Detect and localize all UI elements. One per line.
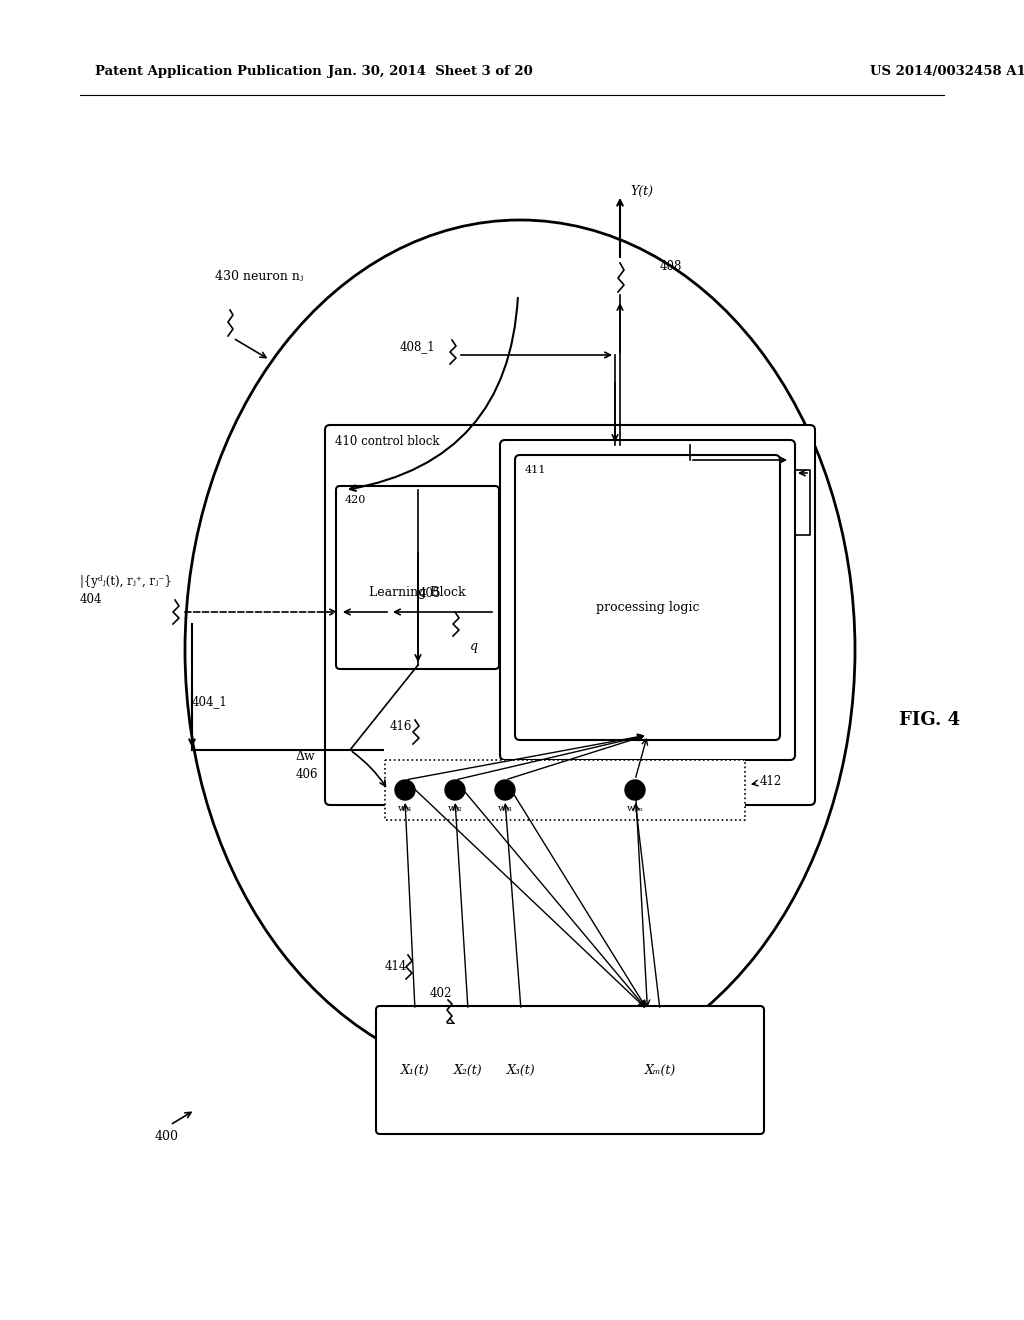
FancyBboxPatch shape xyxy=(325,425,815,805)
Text: 414: 414 xyxy=(385,960,408,973)
Text: q: q xyxy=(470,640,478,653)
Text: Patent Application Publication: Patent Application Publication xyxy=(95,65,322,78)
Text: X₂(t): X₂(t) xyxy=(454,1064,482,1077)
Text: 416: 416 xyxy=(390,719,413,733)
Text: 404: 404 xyxy=(80,593,102,606)
Text: X₃(t): X₃(t) xyxy=(507,1064,536,1077)
Text: 410 control block: 410 control block xyxy=(335,436,439,447)
Text: 406: 406 xyxy=(296,768,318,781)
FancyBboxPatch shape xyxy=(385,760,745,820)
Text: Y(t): Y(t) xyxy=(630,185,653,198)
Text: 404_1: 404_1 xyxy=(193,696,227,708)
Text: Δw: Δw xyxy=(296,750,315,763)
FancyBboxPatch shape xyxy=(500,440,795,760)
Text: Jan. 30, 2014  Sheet 3 of 20: Jan. 30, 2014 Sheet 3 of 20 xyxy=(328,65,532,78)
Circle shape xyxy=(495,780,515,800)
Text: 420: 420 xyxy=(345,495,367,506)
FancyBboxPatch shape xyxy=(515,455,780,741)
Text: US 2014/0032458 A1: US 2014/0032458 A1 xyxy=(870,65,1024,78)
Circle shape xyxy=(445,780,465,800)
Text: wⱼ₃: wⱼ₃ xyxy=(498,804,512,813)
Text: |{yᵈⱼ(t), rⱼ⁺, rⱼ⁻}: |{yᵈⱼ(t), rⱼ⁺, rⱼ⁻} xyxy=(80,576,172,587)
Text: Xₘ(t): Xₘ(t) xyxy=(644,1064,676,1077)
Text: processing logic: processing logic xyxy=(596,601,699,614)
Text: Learning Block: Learning Block xyxy=(370,586,466,599)
Text: 405: 405 xyxy=(419,587,441,601)
Text: 400: 400 xyxy=(155,1130,179,1143)
Text: wⱼ₂: wⱼ₂ xyxy=(447,804,462,813)
Text: 412: 412 xyxy=(760,775,782,788)
Circle shape xyxy=(625,780,645,800)
Circle shape xyxy=(395,780,415,800)
Text: 430 neuron nⱼ: 430 neuron nⱼ xyxy=(215,271,303,282)
FancyBboxPatch shape xyxy=(336,486,499,669)
Text: wⱼₘ: wⱼₘ xyxy=(627,804,643,813)
FancyBboxPatch shape xyxy=(376,1006,764,1134)
Text: FIG. 4: FIG. 4 xyxy=(899,711,961,729)
Text: 411: 411 xyxy=(525,465,547,475)
Text: 408_1: 408_1 xyxy=(400,341,435,352)
Text: X₁(t): X₁(t) xyxy=(400,1064,429,1077)
Text: 402: 402 xyxy=(430,987,453,1001)
Text: 408: 408 xyxy=(660,260,682,273)
Text: wⱼ₁: wⱼ₁ xyxy=(397,804,413,813)
